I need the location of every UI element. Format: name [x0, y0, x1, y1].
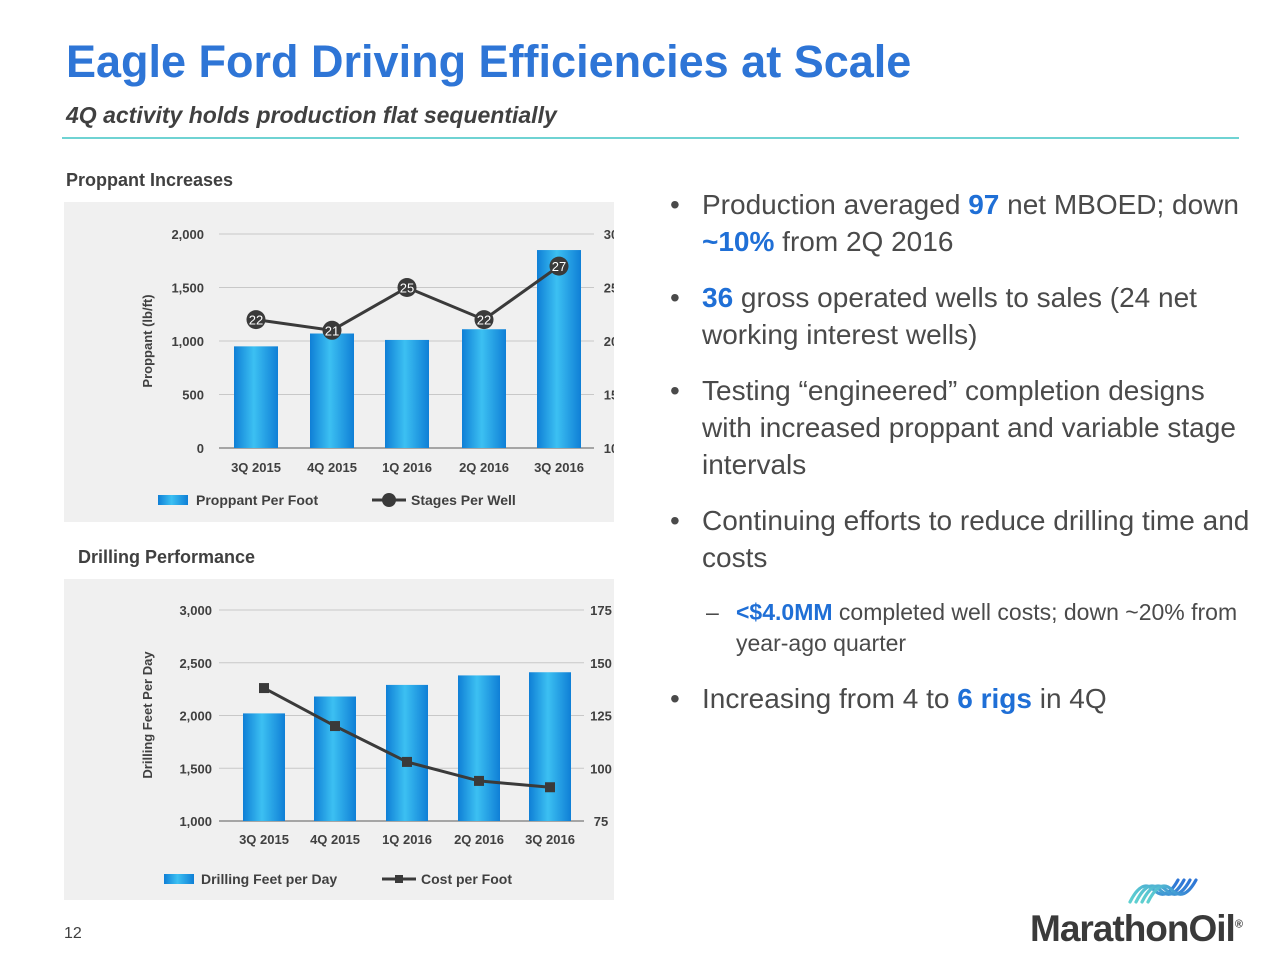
y2-tick-label: 20 [604, 334, 614, 349]
drilling-chart: 1,000 1,500 2,000 2,500 3,000 75 100 125 150 175 D… [140, 603, 612, 887]
y-tick-label: 1,500 [179, 761, 212, 776]
y-tick-label: 1,000 [179, 814, 212, 829]
highlight-6-rigs: 6 rigs [957, 683, 1032, 714]
bar-4q-2015 [314, 696, 356, 821]
marathon-oil-logo: MarathonOil® [1030, 876, 1243, 949]
proppant-chart-panel: 0 500 1,000 1,500 2,000 10 15 20 25 30 Proppant (l… [64, 202, 614, 522]
bar-3q-2015 [234, 346, 278, 448]
line-point [322, 320, 342, 340]
bullet-wells: • 36 gross operated wells to sales (24 n… [670, 282, 1197, 350]
chart-title-proppant: Proppant Increases [66, 170, 234, 190]
bar-1q-2016 [386, 684, 428, 821]
drilling-chart-panel: 1,000 1,500 2,000 2,500 3,000 75 100 125 150 175 D… [64, 579, 614, 900]
x-tick-label: 4Q 2015 [307, 460, 357, 475]
y2-tick-label: 75 [594, 814, 608, 829]
y2-tick-label: 15 [604, 388, 614, 403]
highlight-cost: <$4.0MM [736, 599, 833, 625]
bar-2q-2016 [462, 329, 506, 448]
y-tick-label: 2,000 [179, 709, 212, 724]
y2-tick-label: 10 [604, 441, 614, 456]
y-tick-label: 0 [197, 441, 204, 456]
page-number: 12 [64, 925, 82, 942]
legend-line-marker [382, 493, 396, 507]
x-tick-label: 3Q 2015 [239, 832, 289, 847]
highlight-10pct: ~10% [702, 226, 775, 257]
line-point [474, 310, 494, 330]
bullet-rigs: • Increasing from 4 to 6 rigs in 4Q [670, 683, 1107, 714]
bar-3q-2016 [529, 672, 571, 821]
line-point [397, 278, 417, 297]
line-point [545, 782, 555, 793]
bullet-drilling: • Continuing efforts to reduce drilling … [670, 505, 1250, 573]
x-tick-label: 1Q 2016 [382, 460, 432, 475]
highlight-97: 97 [968, 189, 1000, 220]
chart-title-drilling: Drilling Performance [78, 547, 256, 567]
x-tick-label: 4Q 2015 [310, 832, 360, 847]
y2-tick-label: 150 [590, 656, 612, 671]
legend-line-label: Stages Per Well [411, 492, 516, 508]
logo-wave-icon [1128, 878, 1198, 904]
legend-line-marker [395, 875, 403, 883]
line-point [474, 775, 484, 786]
x-tick-label: 2Q 2016 [454, 832, 504, 847]
line-point [402, 756, 412, 767]
y-tick-label: 2,000 [171, 227, 204, 242]
bullet-production: • Production averaged 97 net MBOED; down… [670, 189, 1239, 257]
y-axis-title: Proppant (lb/ft) [140, 294, 155, 387]
highlight-36: 36 [702, 282, 734, 313]
page-subtitle: 4Q activity holds production flat sequen… [66, 102, 557, 128]
legend-line-label: Cost per Foot [421, 871, 512, 887]
title-divider [62, 137, 1239, 139]
line-point [330, 721, 340, 732]
bar-1q-2016 [385, 339, 429, 448]
y2-tick-label: 125 [590, 709, 612, 724]
y2-tick-label: 175 [590, 603, 612, 618]
bar-3q-2015 [243, 713, 285, 821]
data-label: 27 [552, 259, 566, 274]
line-stages-per-well [255, 264, 560, 332]
y-axis-title: Drilling Feet Per Day [140, 651, 155, 779]
line-point [549, 256, 569, 276]
proppant-chart: 0 500 1,000 1,500 2,000 10 15 20 25 30 Proppant (l… [140, 227, 614, 508]
x-tick-label: 3Q 2016 [525, 832, 575, 847]
legend-bar-swatch [164, 874, 194, 884]
y2-tick-label: 30 [604, 227, 614, 242]
y2-tick-label: 25 [604, 281, 614, 296]
bullet-completion: • Testing “engineered” completion design… [670, 375, 1236, 480]
bar-3q-2016 [537, 250, 581, 448]
data-label: 25 [400, 281, 414, 296]
bar-4q-2015 [310, 333, 354, 448]
data-label: 21 [325, 323, 339, 338]
x-tick-label: 3Q 2016 [534, 460, 584, 475]
sub-bullet-well-costs: – <$4.0MM completed well costs; down ~20… [706, 599, 1238, 656]
y-tick-label: 1,500 [171, 281, 204, 296]
line-point [246, 310, 266, 330]
line-point [259, 683, 269, 694]
x-tick-label: 3Q 2015 [231, 460, 281, 475]
data-label: 22 [477, 313, 491, 328]
y2-tick-label: 100 [590, 761, 612, 776]
x-tick-label: 1Q 2016 [382, 832, 432, 847]
y-tick-label: 1,000 [171, 334, 204, 349]
y-tick-label: 500 [182, 388, 204, 403]
legend-bar-swatch [158, 495, 188, 505]
page-title: Eagle Ford Driving Efficiencies at Scale [66, 36, 912, 87]
logo-wordmark: MarathonOil® [1030, 908, 1243, 949]
x-tick-label: 2Q 2016 [459, 460, 509, 475]
y-tick-label: 3,000 [179, 603, 212, 618]
legend-bar-label: Drilling Feet per Day [201, 871, 337, 887]
y-tick-label: 2,500 [179, 656, 212, 671]
bullet-list: • Production averaged 97 net MBOED; down… [668, 186, 1258, 717]
legend-bar-label: Proppant Per Foot [196, 492, 318, 508]
data-label: 22 [249, 313, 263, 328]
bar-2q-2016 [458, 675, 500, 821]
